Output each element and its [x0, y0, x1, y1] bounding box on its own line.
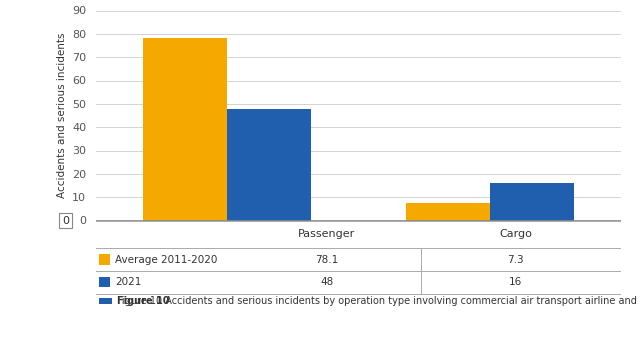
Text: 48: 48 [320, 277, 333, 287]
Text: 16: 16 [509, 277, 522, 287]
FancyBboxPatch shape [99, 277, 110, 287]
Bar [227, 108, 311, 220]
Text: 7.3: 7.3 [508, 254, 524, 265]
FancyBboxPatch shape [99, 298, 112, 304]
Text: Cargo: Cargo [499, 229, 532, 239]
Text: 0: 0 [62, 216, 69, 225]
Bar [143, 38, 227, 220]
Text: Figure 10: Figure 10 [117, 296, 170, 306]
FancyBboxPatch shape [99, 254, 110, 265]
Text: Average 2011-2020: Average 2011-2020 [115, 254, 217, 265]
Bar [490, 183, 573, 220]
Text: Figure 10 Accidents and serious incidents by operation type involving commercial: Figure 10 Accidents and serious incident… [117, 296, 640, 306]
Y-axis label: Accidents and serious incidents: Accidents and serious incidents [56, 33, 67, 198]
Text: Passenger: Passenger [298, 229, 356, 239]
Text: 78.1: 78.1 [316, 254, 339, 265]
Bar [406, 203, 490, 220]
Text: 2021: 2021 [115, 277, 141, 287]
